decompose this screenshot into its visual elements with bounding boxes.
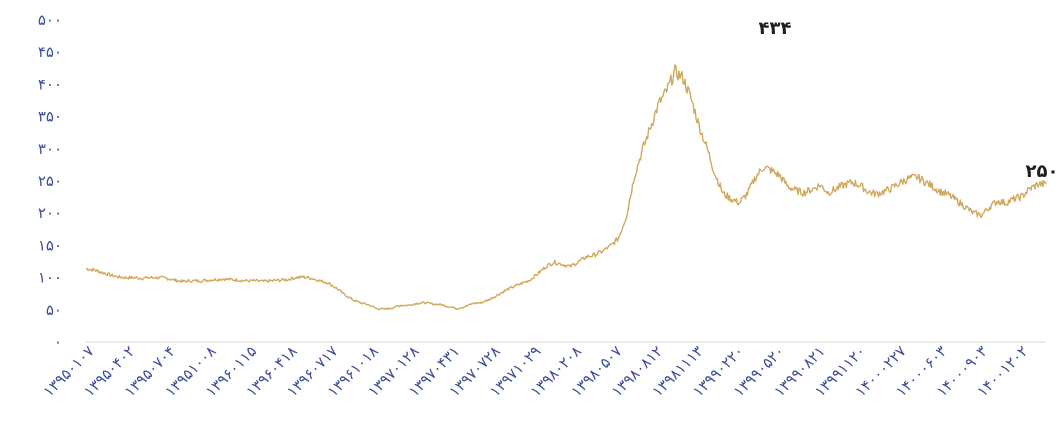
- price-series-line: [85, 64, 1047, 311]
- y-tick-label: ۱۰۰: [38, 269, 62, 287]
- y-tick-label: ۳۰۰: [38, 140, 62, 158]
- value-annotation: ۴۳۴: [759, 18, 792, 39]
- y-tick-label: ۳۵۰: [38, 108, 62, 126]
- y-axis: ۰ ۵۰ ۱۰۰ ۱۵۰ ۲۰۰ ۲۵۰ ۳۰۰ ۳۵۰ ۴۰۰ ۴۵۰ ۵۰۰: [38, 11, 62, 351]
- y-tick-label: ۴۵۰: [38, 43, 62, 61]
- value-annotation: ۲۵۰: [1026, 161, 1059, 182]
- y-tick-label: ۴۰۰: [38, 75, 62, 93]
- y-tick-label: ۰: [54, 333, 62, 351]
- y-tick-label: ۵۰: [46, 301, 62, 319]
- annotations: ۴۳۴ ۲۵۰: [759, 18, 1059, 182]
- y-tick-label: ۲۵۰: [38, 172, 62, 190]
- y-tick-label: ۲۰۰: [38, 204, 62, 222]
- y-tick-label: ۵۰۰: [38, 11, 62, 29]
- y-tick-label: ۱۵۰: [38, 236, 62, 254]
- x-axis: ۱۳۹۵۰۱۰۷۱۳۹۵۰۴۰۲۱۳۹۵۰۷۰۴۱۳۹۵۱۰۰۸۱۳۹۶۰۱۱۵…: [40, 342, 1032, 400]
